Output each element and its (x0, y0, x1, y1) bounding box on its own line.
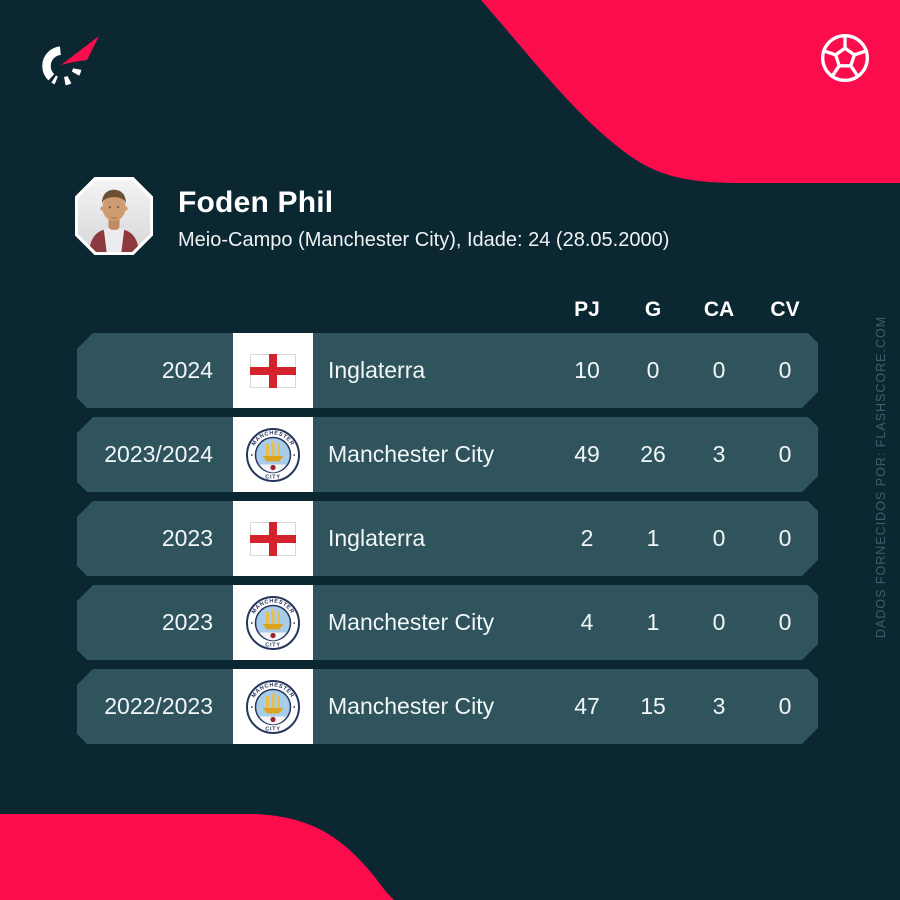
table-header-row: PJ G CA CV (77, 287, 818, 333)
stat-cv: 0 (778, 357, 792, 383)
stat-g: 26 (640, 441, 666, 467)
manchester-city-badge-icon (245, 679, 301, 735)
column-header-g: G (644, 298, 662, 321)
stat-cv: 0 (778, 693, 792, 719)
stat-pj: 47 (574, 693, 600, 719)
stats-table: PJ G CA CV 2024 Inglaterra 10 0 0 0 2023… (77, 287, 818, 753)
column-header-pj: PJ (574, 298, 600, 321)
bottom-left-decor-shape (0, 814, 394, 900)
stat-cv: 0 (778, 525, 792, 551)
column-header-cv: CV (770, 298, 800, 321)
stat-ca: 3 (712, 441, 726, 467)
stat-pj: 4 (580, 609, 594, 635)
manchester-city-badge-icon (245, 427, 301, 483)
flashscore-logo-icon (42, 36, 99, 86)
stat-g: 15 (640, 693, 666, 719)
team-badge-cell (233, 333, 313, 408)
england-flag-icon (250, 354, 296, 388)
team-name: Inglaterra (328, 525, 426, 551)
team-badge-cell (233, 501, 313, 576)
stat-cv: 0 (778, 609, 792, 635)
stat-g: 1 (646, 525, 660, 551)
stat-pj: 10 (574, 357, 600, 383)
team-badge-cell (233, 585, 313, 660)
player-photo (78, 180, 150, 252)
team-name: Manchester City (328, 441, 495, 467)
stat-ca: 0 (712, 357, 726, 383)
england-flag-icon (250, 522, 296, 556)
team-name: Inglaterra (328, 357, 426, 383)
player-details: Meio-Campo (Manchester City), Idade: 24 … (178, 229, 670, 251)
stat-pj: 2 (580, 525, 594, 551)
top-right-decor-shape (481, 0, 900, 183)
season-label: 2023 (161, 525, 213, 551)
season-label: 2024 (161, 357, 213, 383)
column-header-ca: CA (703, 298, 735, 321)
team-badge-cell (233, 669, 313, 744)
stat-cv: 0 (778, 441, 792, 467)
attribution-text: DADOS FORNECIDOS POR: FLASHSCORE.COM (874, 315, 888, 638)
team-name: Manchester City (328, 609, 495, 635)
stat-ca: 0 (712, 525, 726, 551)
table-row: 2024 Inglaterra 10 0 0 0 (77, 333, 818, 408)
table-row: 2023 Manchester City 4 1 0 0 (77, 585, 818, 660)
table-row: 2023/2024 Manchester City 49 26 3 0 (77, 417, 818, 492)
team-name: Manchester City (328, 693, 495, 719)
stat-g: 0 (646, 357, 660, 383)
table-row: 2022/2023 Manchester City 47 15 3 0 (77, 669, 818, 744)
season-label: 2023 (161, 609, 213, 635)
stat-pj: 49 (574, 441, 600, 467)
table-row: 2023 Inglaterra 2 1 0 0 (77, 501, 818, 576)
stat-g: 1 (646, 609, 660, 635)
season-label: 2023/2024 (104, 441, 213, 467)
stat-ca: 3 (712, 693, 726, 719)
player-name: Foden Phil (178, 186, 334, 219)
football-icon (821, 34, 869, 82)
manchester-city-badge-icon (245, 595, 301, 651)
team-badge-cell (233, 417, 313, 492)
stat-ca: 0 (712, 609, 726, 635)
season-label: 2022/2023 (104, 693, 213, 719)
player-avatar (75, 177, 153, 255)
